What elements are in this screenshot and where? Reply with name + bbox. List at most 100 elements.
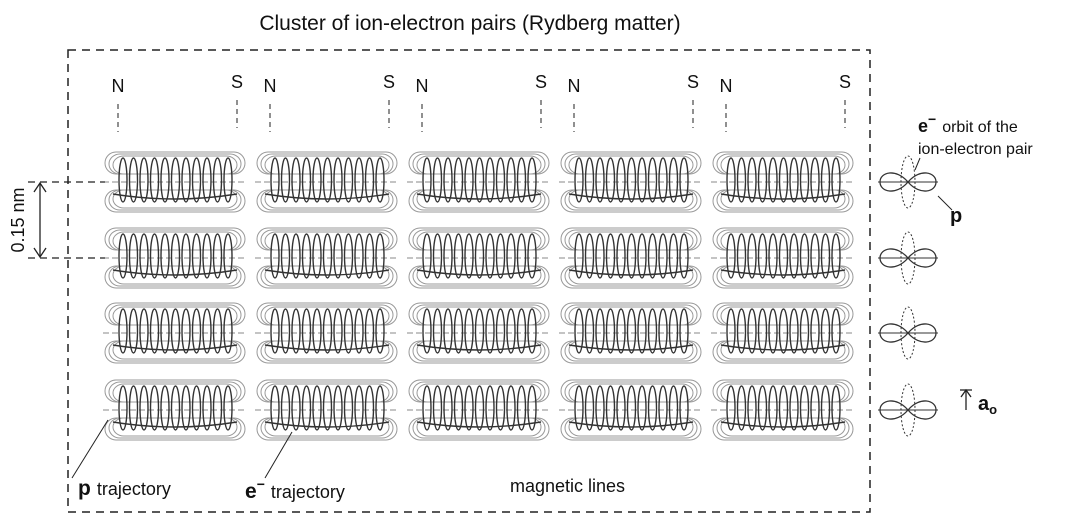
electron-loop (118, 308, 128, 354)
electron-loop (118, 157, 128, 203)
electron-loop (364, 233, 375, 279)
electron-loop (605, 385, 616, 431)
electron-loop (799, 157, 810, 203)
magnetic-line (264, 231, 390, 251)
electron-loop (789, 233, 799, 279)
electron-loop (364, 157, 375, 203)
electron-loop (443, 308, 453, 354)
electron-loop (789, 385, 799, 431)
electron-loop (364, 308, 375, 354)
electron-loop (626, 233, 637, 279)
electron-loop (574, 385, 584, 431)
electron-loop (464, 385, 474, 431)
electron-loop (128, 308, 139, 354)
proton-path (416, 269, 542, 276)
electron-loop (768, 233, 778, 279)
pole-north: N (416, 76, 429, 96)
electron-loop (223, 385, 233, 431)
bohr-marker (960, 388, 972, 410)
electron-loop (118, 385, 128, 431)
electron-loop (527, 157, 537, 203)
electron-loop (375, 157, 385, 203)
electron-loop (495, 157, 506, 203)
leader (914, 157, 921, 171)
electron-loop (595, 233, 605, 279)
electron-loop (464, 308, 474, 354)
electron-loop (139, 233, 149, 279)
electron-loop (223, 157, 233, 203)
electron-loop (432, 157, 443, 203)
e-symbol: e (245, 480, 257, 503)
electron-loop (757, 157, 768, 203)
electron-loop (322, 233, 333, 279)
coil (103, 227, 247, 289)
electron-loop (574, 233, 584, 279)
electron-loop (270, 308, 280, 354)
title: Cluster of ion-electron pairs (Rydberg m… (259, 12, 680, 35)
electron-loop (223, 308, 233, 354)
magnetic-line (264, 189, 390, 209)
electron-loop (364, 385, 375, 431)
coil (407, 227, 551, 289)
proton-path (416, 193, 542, 200)
coil (711, 227, 855, 289)
bohr-label: ao (978, 393, 997, 417)
leader (264, 431, 293, 479)
electron-loop (422, 157, 432, 203)
electron-loop (626, 157, 637, 203)
electron-loop (736, 385, 747, 431)
proton-path (264, 269, 390, 276)
magnetic-line (112, 306, 238, 326)
magnetic-line (416, 189, 542, 209)
leader (937, 195, 953, 211)
proton-path (568, 344, 694, 351)
electron-loop (616, 157, 626, 203)
electron-loop (160, 385, 170, 431)
scale-bar (28, 181, 105, 259)
electron-loop (291, 385, 301, 431)
electron-loop (149, 157, 160, 203)
electron-loop (343, 385, 354, 431)
electron-loop (736, 233, 747, 279)
electron-loop (280, 385, 291, 431)
electron-loop (757, 233, 768, 279)
electron-loop (647, 385, 658, 431)
electron-loop (616, 233, 626, 279)
electron-loop (474, 157, 485, 203)
proton-path (112, 421, 238, 428)
magnetic-line (568, 417, 694, 437)
electron-loop (736, 308, 747, 354)
coil (255, 151, 399, 213)
electron-loop (354, 233, 364, 279)
electron-loop (212, 385, 223, 431)
electron-loop (375, 385, 385, 431)
orbit-line2: ion-electron pair (918, 141, 1033, 158)
electron-loop (453, 385, 464, 431)
electron-loop (453, 157, 464, 203)
electron-loop (679, 308, 689, 354)
electron-loop (343, 308, 354, 354)
coil (711, 302, 855, 364)
electron-loop (637, 308, 647, 354)
electron-loop (149, 385, 160, 431)
electron-loop (474, 233, 485, 279)
magnetic-line (112, 231, 238, 251)
electron-loop (495, 308, 506, 354)
electron-loop (736, 157, 747, 203)
proton-path (112, 193, 238, 200)
magnetic-line (416, 340, 542, 360)
electron-loop (605, 233, 616, 279)
electron-loop (747, 385, 757, 431)
electron-loop (679, 157, 689, 203)
electron-loop (726, 233, 736, 279)
magnetic-line (264, 383, 390, 403)
electron-loop (212, 308, 223, 354)
electron-loop (212, 233, 223, 279)
electron-loop (757, 308, 768, 354)
electron-loop (726, 308, 736, 354)
electron-loop (626, 308, 637, 354)
electron-loop (658, 385, 668, 431)
electron-loop (139, 308, 149, 354)
electron-loop (658, 308, 668, 354)
magnetic-line (568, 340, 694, 360)
